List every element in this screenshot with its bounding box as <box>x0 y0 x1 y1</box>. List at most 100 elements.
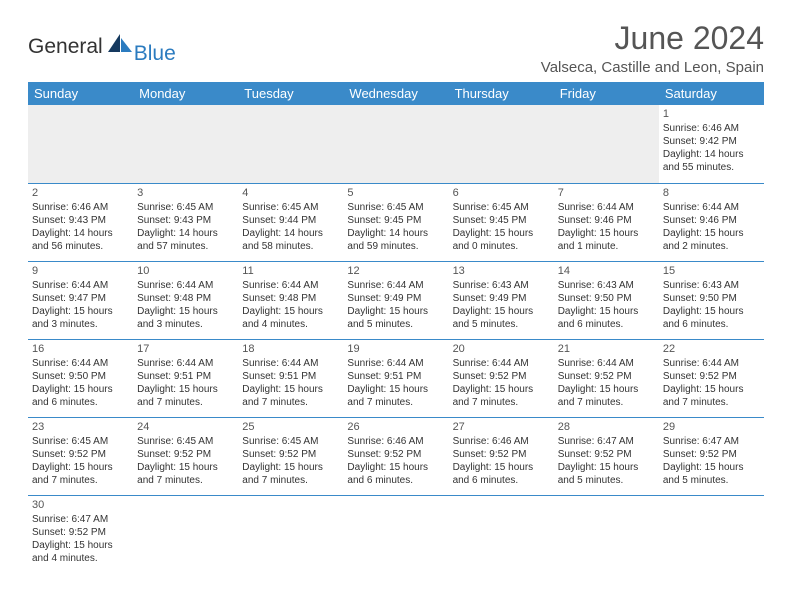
calendar-cell <box>554 105 659 183</box>
daylight-text: and 57 minutes. <box>137 240 234 253</box>
calendar-cell: 4Sunrise: 6:45 AMSunset: 9:44 PMDaylight… <box>238 183 343 261</box>
sunset-text: Sunset: 9:50 PM <box>558 292 655 305</box>
daylight-text: and 7 minutes. <box>663 396 760 409</box>
sunrise-text: Sunrise: 6:45 AM <box>242 201 339 214</box>
title-block: June 2024 Valseca, Castille and Leon, Sp… <box>541 20 764 76</box>
day-number: 27 <box>453 420 550 434</box>
sunrise-text: Sunrise: 6:44 AM <box>558 201 655 214</box>
calendar-cell <box>133 105 238 183</box>
sunrise-text: Sunrise: 6:46 AM <box>347 435 444 448</box>
calendar-cell: 22Sunrise: 6:44 AMSunset: 9:52 PMDayligh… <box>659 339 764 417</box>
sunrise-text: Sunrise: 6:47 AM <box>663 435 760 448</box>
logo-text-general: General <box>28 35 103 59</box>
daylight-text: and 7 minutes. <box>242 474 339 487</box>
sunrise-text: Sunrise: 6:44 AM <box>347 279 444 292</box>
sunrise-text: Sunrise: 6:45 AM <box>32 435 129 448</box>
daylight-text: Daylight: 15 hours <box>242 461 339 474</box>
daylight-text: and 7 minutes. <box>242 396 339 409</box>
day-header: Friday <box>554 82 659 105</box>
calendar-cell <box>449 105 554 183</box>
sunset-text: Sunset: 9:51 PM <box>137 370 234 383</box>
calendar-row: 9Sunrise: 6:44 AMSunset: 9:47 PMDaylight… <box>28 261 764 339</box>
day-number: 8 <box>663 186 760 200</box>
sunset-text: Sunset: 9:48 PM <box>242 292 339 305</box>
calendar-cell: 7Sunrise: 6:44 AMSunset: 9:46 PMDaylight… <box>554 183 659 261</box>
sunrise-text: Sunrise: 6:47 AM <box>32 513 129 526</box>
sunset-text: Sunset: 9:50 PM <box>663 292 760 305</box>
sunrise-text: Sunrise: 6:45 AM <box>137 201 234 214</box>
daylight-text: and 5 minutes. <box>663 474 760 487</box>
daylight-text: and 7 minutes. <box>137 474 234 487</box>
daylight-text: Daylight: 14 hours <box>347 227 444 240</box>
sunrise-text: Sunrise: 6:44 AM <box>32 279 129 292</box>
calendar-table: Sunday Monday Tuesday Wednesday Thursday… <box>28 82 764 573</box>
day-number: 1 <box>663 107 760 121</box>
calendar-cell: 27Sunrise: 6:46 AMSunset: 9:52 PMDayligh… <box>449 417 554 495</box>
sunset-text: Sunset: 9:52 PM <box>453 370 550 383</box>
calendar-row: 1Sunrise: 6:46 AMSunset: 9:42 PMDaylight… <box>28 105 764 183</box>
calendar-row: 23Sunrise: 6:45 AMSunset: 9:52 PMDayligh… <box>28 417 764 495</box>
sunset-text: Sunset: 9:52 PM <box>453 448 550 461</box>
calendar-cell: 17Sunrise: 6:44 AMSunset: 9:51 PMDayligh… <box>133 339 238 417</box>
daylight-text: Daylight: 15 hours <box>558 305 655 318</box>
daylight-text: and 59 minutes. <box>347 240 444 253</box>
calendar-cell: 25Sunrise: 6:45 AMSunset: 9:52 PMDayligh… <box>238 417 343 495</box>
calendar-cell <box>554 495 659 573</box>
day-number: 30 <box>32 498 129 512</box>
sunset-text: Sunset: 9:43 PM <box>137 214 234 227</box>
day-number: 15 <box>663 264 760 278</box>
logo: General Blue <box>28 20 176 66</box>
sail-icon <box>106 32 134 59</box>
sunset-text: Sunset: 9:52 PM <box>558 448 655 461</box>
calendar-cell: 11Sunrise: 6:44 AMSunset: 9:48 PMDayligh… <box>238 261 343 339</box>
daylight-text: and 7 minutes. <box>137 396 234 409</box>
calendar-cell: 2Sunrise: 6:46 AMSunset: 9:43 PMDaylight… <box>28 183 133 261</box>
daylight-text: and 0 minutes. <box>453 240 550 253</box>
sunset-text: Sunset: 9:52 PM <box>663 370 760 383</box>
calendar-row: 2Sunrise: 6:46 AMSunset: 9:43 PMDaylight… <box>28 183 764 261</box>
daylight-text: and 4 minutes. <box>242 318 339 331</box>
sunrise-text: Sunrise: 6:44 AM <box>453 357 550 370</box>
sunset-text: Sunset: 9:47 PM <box>32 292 129 305</box>
sunrise-text: Sunrise: 6:43 AM <box>558 279 655 292</box>
day-number: 26 <box>347 420 444 434</box>
calendar-page: General Blue June 2024 Valseca, Castille… <box>0 0 792 581</box>
calendar-cell: 13Sunrise: 6:43 AMSunset: 9:49 PMDayligh… <box>449 261 554 339</box>
sunset-text: Sunset: 9:52 PM <box>32 526 129 539</box>
calendar-cell <box>343 105 448 183</box>
calendar-row: 30Sunrise: 6:47 AMSunset: 9:52 PMDayligh… <box>28 495 764 573</box>
daylight-text: Daylight: 15 hours <box>663 227 760 240</box>
day-number: 16 <box>32 342 129 356</box>
calendar-cell: 23Sunrise: 6:45 AMSunset: 9:52 PMDayligh… <box>28 417 133 495</box>
sunrise-text: Sunrise: 6:47 AM <box>558 435 655 448</box>
sunrise-text: Sunrise: 6:44 AM <box>663 201 760 214</box>
header: General Blue June 2024 Valseca, Castille… <box>28 20 764 76</box>
day-number: 12 <box>347 264 444 278</box>
sunset-text: Sunset: 9:52 PM <box>242 448 339 461</box>
sunset-text: Sunset: 9:45 PM <box>347 214 444 227</box>
daylight-text: and 1 minute. <box>558 240 655 253</box>
calendar-cell: 10Sunrise: 6:44 AMSunset: 9:48 PMDayligh… <box>133 261 238 339</box>
calendar-cell: 12Sunrise: 6:44 AMSunset: 9:49 PMDayligh… <box>343 261 448 339</box>
sunset-text: Sunset: 9:44 PM <box>242 214 339 227</box>
sunrise-text: Sunrise: 6:45 AM <box>347 201 444 214</box>
daylight-text: and 55 minutes. <box>663 161 760 174</box>
sunset-text: Sunset: 9:52 PM <box>137 448 234 461</box>
daylight-text: Daylight: 15 hours <box>453 383 550 396</box>
daylight-text: Daylight: 15 hours <box>453 305 550 318</box>
calendar-cell: 18Sunrise: 6:44 AMSunset: 9:51 PMDayligh… <box>238 339 343 417</box>
daylight-text: Daylight: 15 hours <box>453 461 550 474</box>
calendar-cell: 6Sunrise: 6:45 AMSunset: 9:45 PMDaylight… <box>449 183 554 261</box>
sunrise-text: Sunrise: 6:44 AM <box>663 357 760 370</box>
daylight-text: and 5 minutes. <box>558 474 655 487</box>
day-number: 29 <box>663 420 760 434</box>
day-number: 17 <box>137 342 234 356</box>
sunrise-text: Sunrise: 6:44 AM <box>137 279 234 292</box>
day-number: 4 <box>242 186 339 200</box>
sunrise-text: Sunrise: 6:44 AM <box>137 357 234 370</box>
sunset-text: Sunset: 9:46 PM <box>558 214 655 227</box>
day-header: Tuesday <box>238 82 343 105</box>
sunset-text: Sunset: 9:50 PM <box>32 370 129 383</box>
daylight-text: and 7 minutes. <box>32 474 129 487</box>
calendar-cell: 21Sunrise: 6:44 AMSunset: 9:52 PMDayligh… <box>554 339 659 417</box>
